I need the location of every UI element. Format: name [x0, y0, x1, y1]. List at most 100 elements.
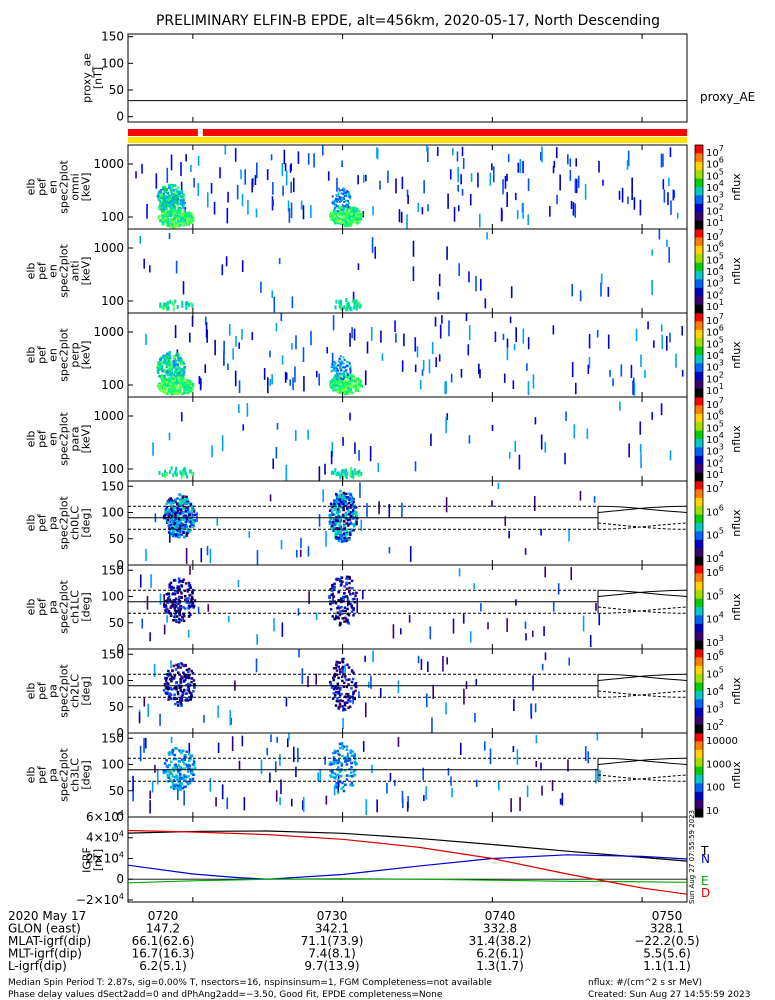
- flux-streak: [681, 326, 684, 336]
- flux-pixel: [336, 682, 340, 686]
- flux-pixel: [186, 767, 190, 770]
- flux-pixel: [333, 582, 336, 586]
- flux-streak: [280, 313, 283, 321]
- flux-pixel: [164, 507, 168, 511]
- flux-streak: [217, 705, 219, 718]
- flux-streak: [668, 246, 670, 263]
- flux-pixel: [355, 306, 358, 311]
- flux-pixel: [334, 578, 338, 581]
- flux-pixel: [184, 514, 187, 517]
- flux-streak: [147, 703, 150, 718]
- loss-cone-curve: [597, 589, 688, 597]
- flux-streak: [401, 176, 404, 190]
- flux-streak: [139, 235, 142, 244]
- flux-pixel: [163, 377, 167, 381]
- loss-cone-curve: [597, 673, 688, 681]
- flux-pixel: [352, 690, 356, 694]
- flux-pixel: [336, 606, 339, 610]
- flux-pixel: [341, 679, 344, 683]
- flux-pixel: [330, 527, 334, 530]
- flux-pixel: [187, 682, 190, 686]
- flux-pixel: [337, 386, 341, 390]
- flux-streak: [392, 624, 395, 639]
- vertical-timestamp: Sun Aug 27 07:55:59 2023: [688, 810, 696, 904]
- flux-pixel: [170, 393, 174, 396]
- flux-pixel: [332, 366, 335, 369]
- flux-streak: [573, 424, 576, 439]
- table-cell: 332.8: [483, 922, 517, 936]
- flux-pixel: [170, 199, 173, 203]
- flux-streak: [633, 197, 636, 210]
- y-axis-label-line: [keV]: [80, 173, 93, 202]
- y-tick-label: 100: [101, 294, 124, 308]
- flux-pixel: [336, 369, 339, 372]
- flux-streak: [288, 208, 291, 223]
- flux-streak: [255, 658, 258, 673]
- flux-pixel: [345, 577, 348, 581]
- flux-pixel: [161, 201, 165, 204]
- flux-pixel: [180, 386, 184, 390]
- flux-streak: [475, 276, 477, 292]
- flux-pixel: [338, 520, 342, 524]
- flux-pixel: [176, 515, 180, 518]
- flux-streak: [524, 621, 527, 629]
- flux-pixel: [191, 771, 194, 774]
- flux-pixel: [158, 363, 161, 367]
- flux-pixel: [186, 218, 190, 222]
- flux-streak: [308, 591, 310, 605]
- flux-streak: [428, 359, 431, 374]
- flux-pixel: [352, 529, 355, 532]
- flux-streak: [475, 779, 478, 788]
- flux-pixel: [161, 380, 165, 383]
- colorbar-segment: [695, 523, 703, 532]
- flux-streak: [555, 147, 558, 159]
- flux-streak: [172, 199, 175, 210]
- flux-pixel: [174, 193, 178, 197]
- flux-streak: [598, 613, 601, 626]
- flux-pixel: [342, 709, 345, 712]
- flux-pixel: [182, 619, 186, 623]
- flux-pixel: [171, 507, 175, 510]
- flux-pixel: [346, 217, 350, 220]
- flux-pixel: [173, 381, 176, 384]
- flux-pixel: [353, 753, 356, 757]
- flux-pixel: [343, 366, 346, 369]
- flux-pixel: [164, 679, 168, 683]
- flux-pixel: [332, 691, 336, 695]
- flux-pixel: [180, 527, 183, 531]
- flux-pixel: [349, 365, 352, 368]
- flux-pixel: [169, 760, 173, 764]
- loss-cone-curve: [597, 757, 688, 765]
- flux-pixel: [328, 596, 331, 599]
- flux-pixel: [183, 365, 186, 369]
- flux-streak: [412, 266, 415, 282]
- flux-pixel: [330, 522, 333, 525]
- flux-pixel: [187, 387, 190, 390]
- flux-streak: [263, 367, 266, 380]
- flux-pixel: [332, 678, 335, 682]
- flux-pixel: [169, 693, 173, 697]
- flux-pixel: [351, 587, 354, 590]
- pitch-angle-frame: [127, 564, 688, 650]
- flux-pixel: [343, 499, 346, 503]
- flux-streak: [612, 378, 614, 387]
- flux-pixel: [180, 662, 184, 666]
- flux-streak: [356, 597, 359, 614]
- flux-streak: [294, 430, 297, 441]
- flux-pixel: [332, 756, 336, 759]
- flux-pixel: [179, 678, 182, 681]
- flux-pixel: [181, 303, 184, 308]
- flux-pixel: [165, 359, 169, 362]
- flux-pixel: [340, 377, 343, 380]
- flux-streak: [552, 165, 555, 174]
- flux-pixel: [158, 200, 162, 203]
- flux-pixel: [334, 751, 337, 754]
- flux-pixel: [193, 599, 197, 602]
- y-axis-label-line: proxy_ae: [81, 53, 94, 103]
- flux-pixel: [189, 518, 192, 522]
- flux-pixel: [189, 698, 192, 701]
- flux-streak: [302, 796, 305, 813]
- flux-pixel: [167, 592, 171, 595]
- flux-pixel: [164, 469, 167, 474]
